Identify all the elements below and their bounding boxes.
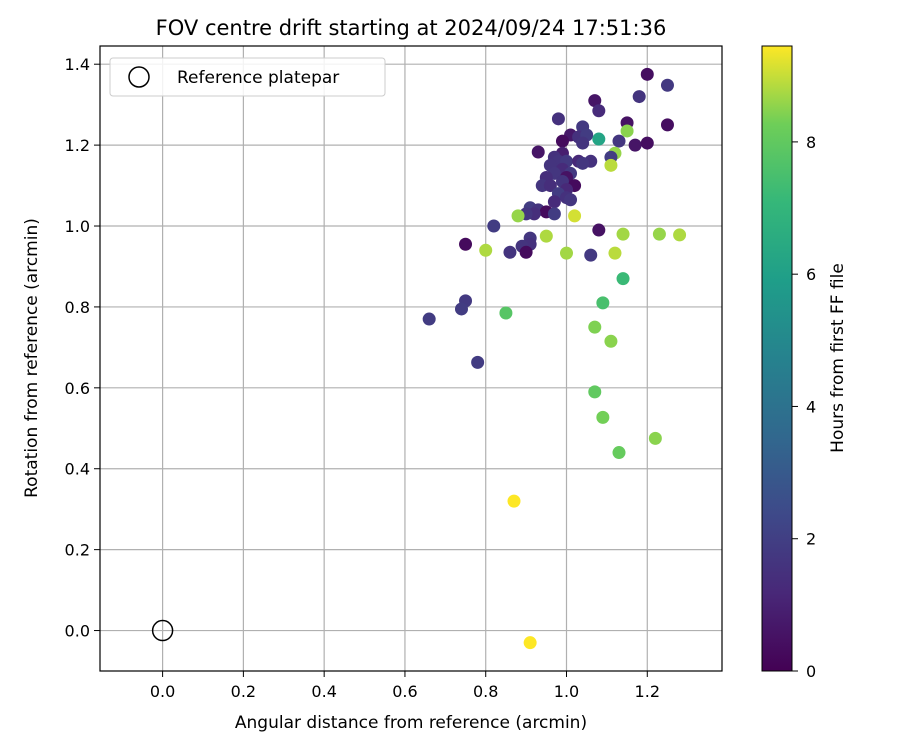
x-axis-label: Angular distance from reference (arcmin) (235, 713, 587, 733)
data-point (507, 494, 521, 508)
data-point (612, 134, 626, 148)
data-point (620, 124, 634, 138)
data-point (604, 334, 618, 348)
colorbar-tick-label: 8 (806, 133, 816, 152)
data-point (547, 195, 561, 209)
colorbar-gradient (761, 45, 793, 672)
x-tick-label: 0.6 (392, 682, 417, 701)
data-point (479, 243, 493, 257)
data-point (543, 179, 557, 193)
chart-title: FOV centre drift starting at 2024/09/24 … (156, 16, 667, 40)
data-point (588, 320, 602, 334)
x-tick-label: 0.0 (150, 682, 175, 701)
y-tick-label: 1.2 (65, 136, 90, 155)
data-point (660, 78, 674, 92)
data-point (588, 94, 602, 108)
data-point (673, 228, 687, 242)
data-point (612, 446, 626, 460)
y-axis-label: Rotation from reference (arcmin) (22, 218, 42, 498)
data-point (660, 118, 674, 132)
data-point (523, 636, 537, 650)
reference-platepar-marker (151, 619, 174, 642)
data-point (519, 245, 533, 259)
colorbar: 0 2 4 6 8 Hours from first FF file (761, 45, 848, 681)
x-tick-label: 0.4 (311, 682, 336, 701)
data-point (592, 223, 606, 237)
data-point (555, 134, 569, 148)
legend-box (109, 57, 386, 97)
colorbar-tick-label: 0 (806, 662, 816, 681)
data-point (499, 306, 513, 320)
colorbar-tick-label: 2 (806, 530, 816, 549)
y-tick-label: 0.2 (65, 541, 90, 560)
data-point (640, 67, 654, 81)
data-point (596, 296, 610, 310)
legend: Reference platepar (109, 57, 386, 97)
data-point (454, 302, 468, 316)
data-point (640, 136, 654, 150)
data-point (560, 246, 573, 260)
data-point (592, 104, 606, 118)
data-point (422, 312, 436, 326)
y-tick-label: 0.0 (65, 622, 90, 641)
data-point (547, 207, 561, 221)
colorbar-ticks: 0 2 4 6 8 (792, 133, 816, 681)
y-tick-label: 1.0 (65, 217, 90, 236)
y-tick-label: 0.4 (65, 460, 90, 479)
data-point (648, 431, 662, 445)
x-tick-label: 1.0 (554, 682, 579, 701)
y-tick-label: 0.6 (65, 379, 90, 398)
data-point (584, 248, 598, 262)
data-points (422, 67, 687, 650)
data-point (604, 158, 618, 172)
x-tick-label: 1.2 (635, 682, 660, 701)
x-tick-label: 0.2 (231, 682, 256, 701)
data-point (592, 132, 606, 146)
legend-marker-icon (128, 66, 150, 88)
y-tick-label: 1.4 (65, 55, 90, 74)
data-point (608, 246, 622, 260)
data-point (459, 237, 473, 251)
data-point (596, 410, 610, 424)
data-point (503, 245, 517, 259)
data-point (487, 219, 501, 233)
colorbar-label: Hours from first FF file (828, 263, 848, 453)
legend-entry-reference: Reference platepar (177, 68, 339, 88)
colorbar-tick-label: 4 (806, 397, 816, 416)
data-point (511, 209, 525, 223)
plot-frame (99, 45, 723, 672)
data-point (588, 385, 602, 399)
data-point (632, 90, 646, 104)
data-point (616, 227, 630, 241)
data-point (564, 193, 578, 207)
colorbar-tick-label: 6 (806, 265, 816, 284)
data-point (551, 112, 565, 126)
data-point (576, 156, 590, 170)
data-point (628, 138, 642, 152)
data-point (539, 229, 553, 243)
data-point (471, 355, 485, 369)
data-point (531, 145, 545, 159)
y-tick-label: 0.8 (65, 298, 90, 317)
data-point (616, 272, 630, 286)
y-axis-ticks: 0.0 0.2 0.4 0.6 0.8 1.0 1.2 1.4 (65, 55, 100, 641)
data-point (568, 209, 582, 223)
grid-lines (100, 46, 722, 671)
data-point (652, 227, 666, 241)
x-tick-label: 0.8 (473, 682, 498, 701)
x-axis-ticks: 0.0 0.2 0.4 0.6 0.8 1.0 1.2 (150, 671, 660, 701)
data-point (576, 136, 590, 150)
